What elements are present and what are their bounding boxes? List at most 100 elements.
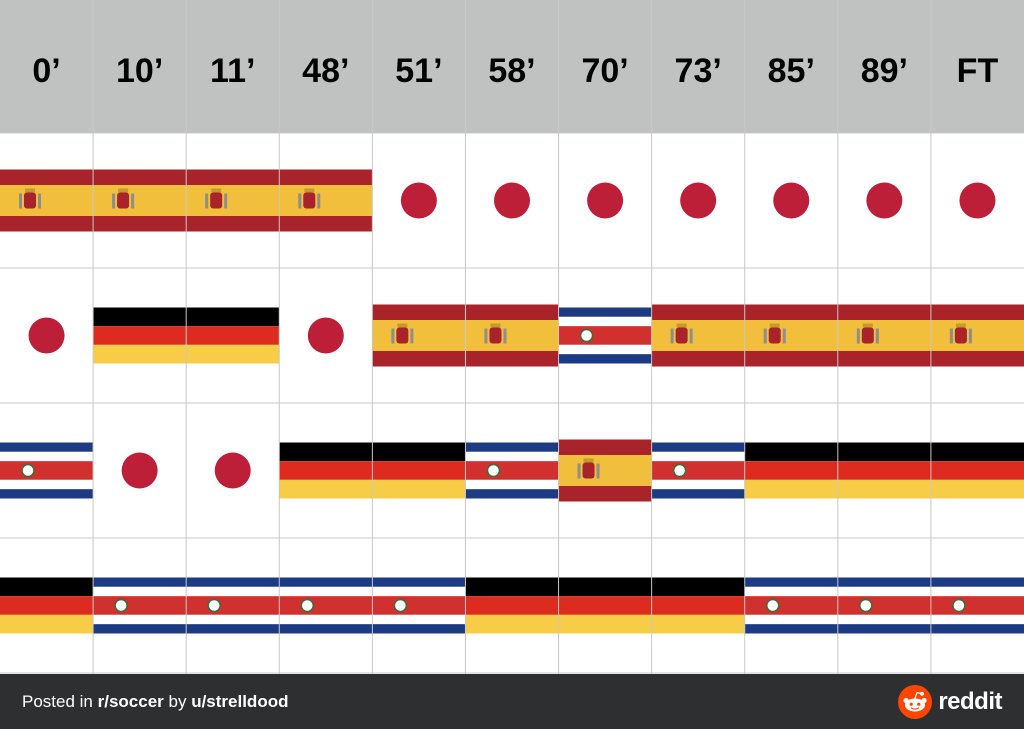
flag-band — [186, 307, 280, 327]
pillar-icon — [875, 328, 879, 344]
flag-band — [93, 344, 187, 364]
flag-band — [651, 596, 745, 615]
flag-japan — [372, 134, 466, 268]
minute-header: 85’ — [768, 52, 815, 90]
flag-germany — [837, 442, 931, 499]
flag-band — [0, 461, 94, 480]
minute-header: 0’ — [32, 52, 60, 90]
pillar-icon — [205, 193, 209, 209]
flag-band — [93, 614, 187, 625]
flag-band — [372, 461, 466, 480]
sun-disc — [400, 182, 437, 219]
flag-band — [651, 479, 745, 490]
flag-band — [837, 614, 931, 625]
flag-band — [930, 596, 1024, 615]
coat-of-arms-icon — [768, 327, 781, 344]
flag-band — [930, 442, 1024, 462]
coat-of-arms-icon — [952, 598, 966, 613]
flag-band — [744, 586, 838, 597]
crown-icon — [583, 458, 594, 463]
flag-japan — [930, 134, 1024, 268]
coat-of-arms-icon — [303, 192, 316, 209]
crown-icon — [490, 323, 501, 328]
reddit-alien-icon — [898, 684, 933, 719]
flag-band — [186, 577, 280, 587]
pillar-icon — [391, 328, 395, 344]
flag-germany — [0, 577, 94, 634]
coat-of-arms-icon — [489, 327, 502, 344]
flag-costa-rica — [837, 577, 931, 634]
crown-icon — [397, 323, 408, 328]
reddit-brand[interactable]: reddit — [898, 674, 1002, 729]
flag-costa-rica — [186, 577, 280, 634]
flag-band — [558, 307, 652, 317]
flag-band — [558, 614, 652, 634]
by-text: by — [163, 692, 192, 711]
flag-band — [837, 596, 931, 615]
pillar-icon — [224, 193, 228, 209]
flag-band — [186, 185, 280, 216]
sun-disc — [307, 317, 344, 354]
flag-band — [465, 577, 559, 597]
flag-band — [186, 596, 280, 615]
username: strelldood — [206, 692, 289, 711]
flag-band — [372, 442, 466, 462]
flag-japan — [558, 134, 652, 268]
flag-germany — [558, 577, 652, 634]
flag-band — [465, 479, 559, 490]
minute-header: 10’ — [116, 52, 163, 90]
flag-germany — [186, 307, 280, 364]
coat-of-arms-icon — [207, 598, 221, 613]
flag-costa-rica — [744, 577, 838, 634]
flag-band — [279, 596, 373, 615]
flag-band — [465, 614, 559, 634]
flag-spain — [93, 169, 187, 232]
pillar-icon — [856, 328, 860, 344]
crown-icon — [676, 323, 687, 328]
flag-band — [93, 326, 187, 345]
coat-of-arms-icon — [396, 327, 409, 344]
flag-band — [744, 596, 838, 615]
flag-band — [279, 614, 373, 625]
flag-band — [558, 577, 652, 597]
coat-of-arms-icon — [117, 192, 130, 209]
subreddit-link[interactable]: r/soccer — [97, 692, 164, 711]
flag-band — [465, 320, 559, 351]
flag-band — [837, 320, 931, 351]
header-band — [0, 0, 1024, 133]
flag-spain — [651, 304, 745, 367]
flag-band — [93, 586, 187, 597]
reddit-wordmark: reddit — [938, 687, 1002, 715]
flag-germany — [744, 442, 838, 499]
coat-of-arms-icon — [675, 327, 688, 344]
flag-band — [279, 461, 373, 480]
flag-band — [93, 577, 187, 587]
pillar-icon — [763, 328, 767, 344]
flag-costa-rica — [372, 577, 466, 634]
flag-band — [186, 326, 280, 345]
sun-disc — [121, 452, 158, 489]
flag-band — [930, 479, 1024, 499]
flag-band — [0, 577, 94, 597]
crown-icon — [304, 188, 315, 193]
flag-band — [837, 577, 931, 587]
coat-of-arms-icon — [393, 598, 408, 613]
flag-band — [837, 586, 931, 597]
username-link[interactable]: u/strelldood — [191, 692, 288, 711]
coat-of-arms-icon — [861, 327, 874, 344]
flag-band — [558, 326, 652, 345]
flag-germany — [372, 442, 466, 499]
flag-band — [558, 344, 652, 355]
sun-disc — [587, 182, 624, 219]
pillar-icon — [112, 193, 116, 209]
flag-band — [465, 442, 559, 452]
flag-band — [930, 577, 1024, 587]
flag-japan — [93, 404, 187, 538]
pillar-icon — [949, 328, 953, 344]
pillar-icon — [968, 328, 972, 344]
flag-band — [0, 185, 94, 216]
minute-header: 51’ — [395, 52, 442, 90]
flag-band — [279, 586, 373, 597]
flag-germany — [279, 442, 373, 499]
flag-band — [279, 442, 373, 462]
